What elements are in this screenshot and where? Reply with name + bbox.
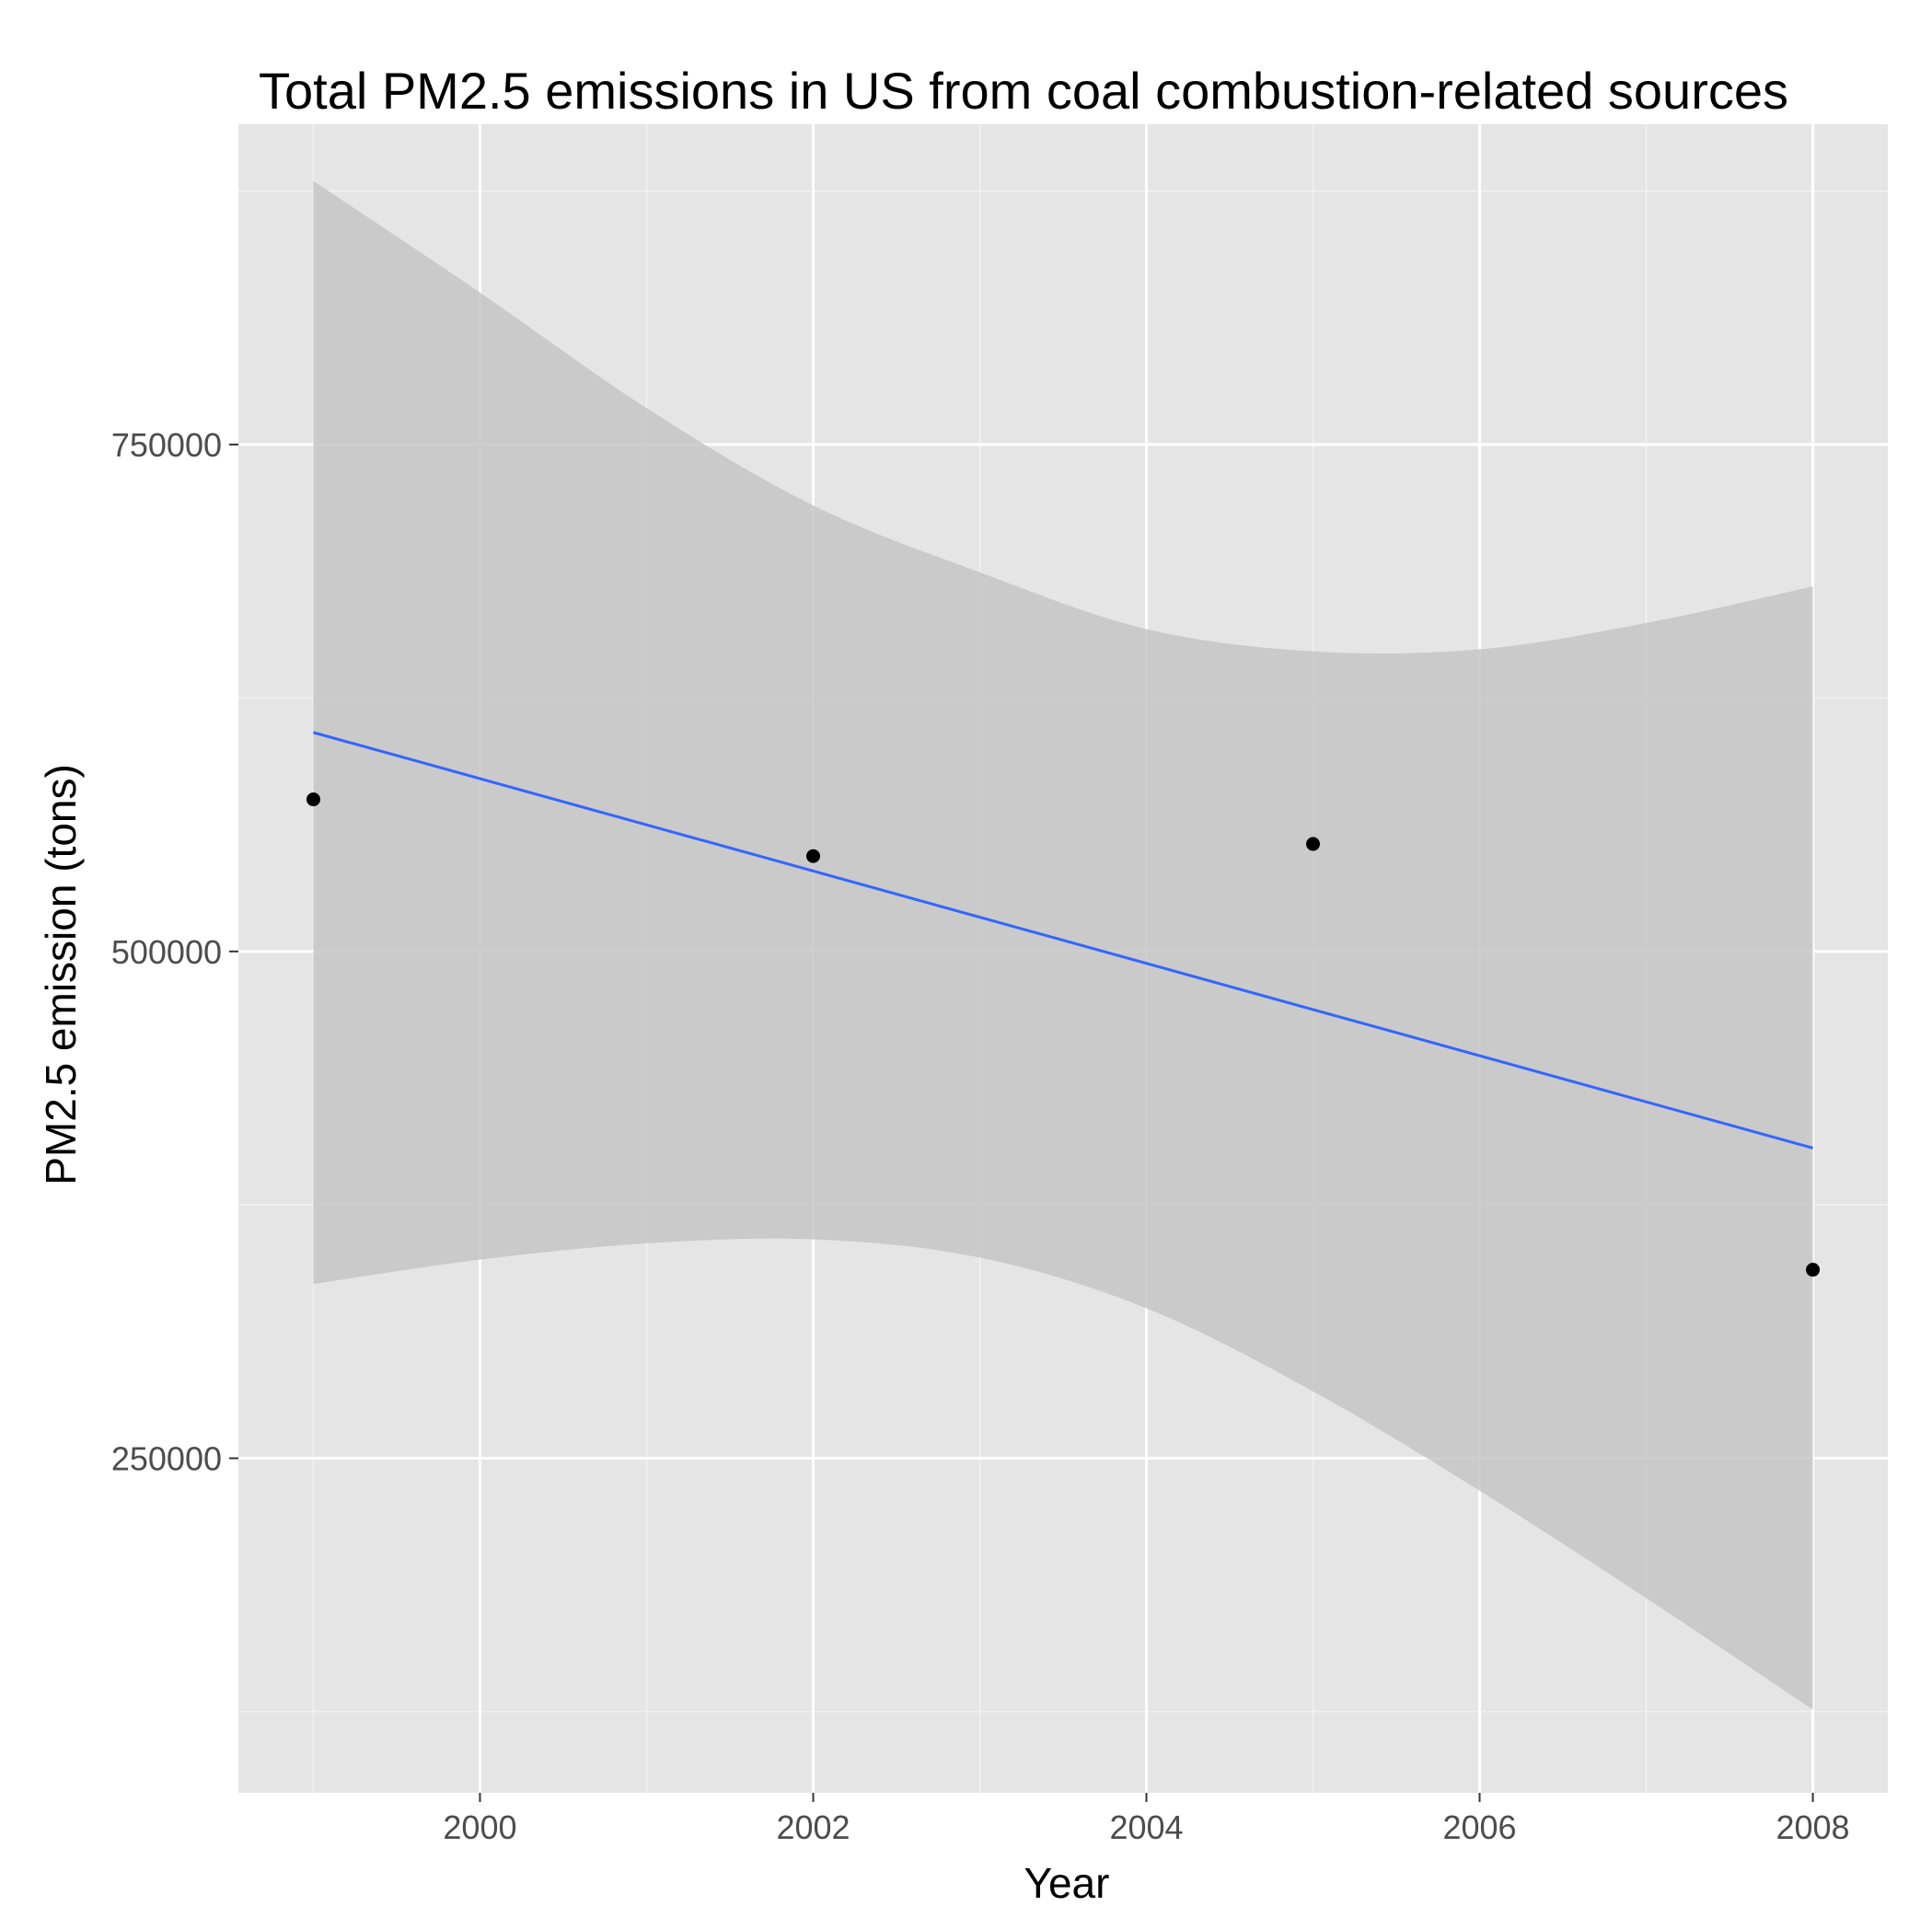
chart-title: Total PM2.5 emissions in US from coal co… xyxy=(259,62,1788,120)
x-tick-label: 2006 xyxy=(1442,1808,1516,1846)
y-tick-label: 250000 xyxy=(111,1440,222,1478)
y-tick-label: 500000 xyxy=(111,933,222,971)
x-tick-label: 2008 xyxy=(1776,1808,1849,1846)
y-axis-title: PM2.5 emission (tons) xyxy=(37,764,85,1185)
x-tick-label: 2004 xyxy=(1109,1808,1183,1846)
data-points xyxy=(306,792,1821,1277)
x-tick-label: 2000 xyxy=(443,1808,516,1846)
confidence-band xyxy=(313,180,1813,1710)
data-point xyxy=(1306,837,1321,851)
y-axis: 250000 500000 750000 xyxy=(111,426,238,1478)
regression-line xyxy=(313,731,1813,1149)
x-axis-title: Year xyxy=(1024,1859,1110,1907)
x-axis: 2000 2002 2004 2006 2008 xyxy=(443,1793,1850,1846)
data-point xyxy=(306,792,320,807)
data-point xyxy=(1806,1263,1821,1277)
x-tick-label: 2002 xyxy=(776,1808,850,1846)
y-tick-label: 750000 xyxy=(111,426,222,464)
data-point xyxy=(805,849,820,863)
